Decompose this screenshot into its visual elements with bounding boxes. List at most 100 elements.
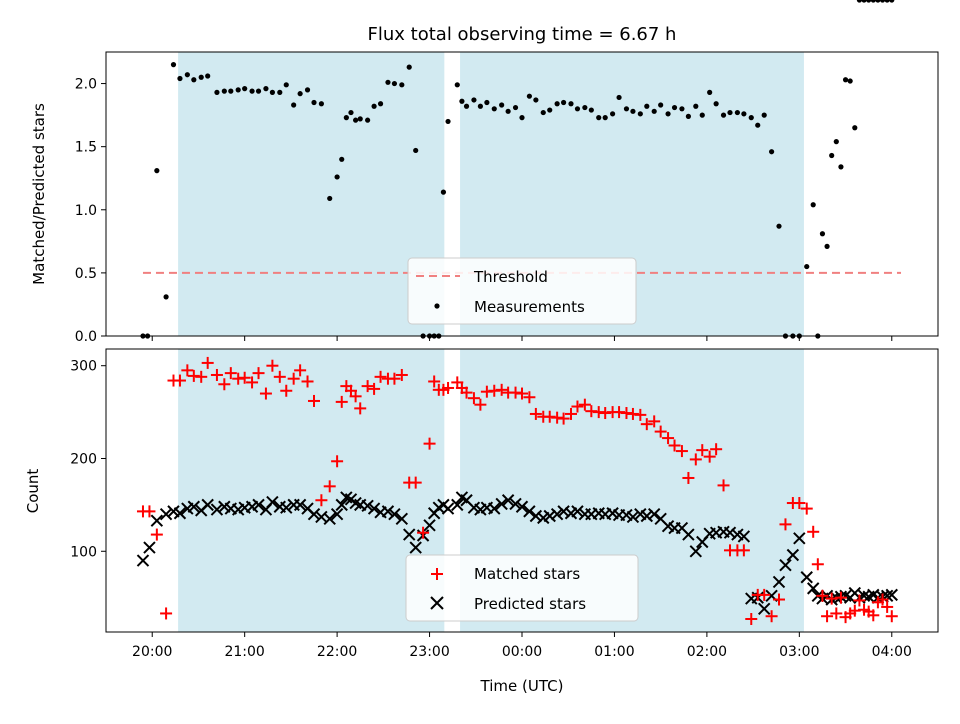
matched-star-point <box>779 518 792 531</box>
predicted-star-point <box>723 526 737 539</box>
measurement-point <box>184 72 190 78</box>
matched-star-point <box>181 364 194 377</box>
measurement-point <box>339 156 345 162</box>
matched-star-point <box>834 591 847 604</box>
matched-star-point <box>703 450 716 463</box>
y-tick-label: 300 <box>70 359 97 375</box>
bottom-y-axis-label: Count <box>24 469 42 514</box>
predicted-star-point <box>335 498 348 512</box>
measurement-point <box>263 86 269 92</box>
matched-star-point <box>876 593 889 606</box>
top-y-axis-ticks: 0.0 0.5 1.0 1.5 2.0 <box>75 77 106 345</box>
measurement-point <box>679 106 685 112</box>
measurement-point <box>291 102 297 108</box>
matched-star-point <box>816 589 829 602</box>
top-axes-frame <box>105 51 939 337</box>
predicted-star-point <box>543 509 556 523</box>
matched-star-point <box>758 588 771 601</box>
measurement-point <box>819 231 826 237</box>
measurement-point <box>755 122 761 128</box>
matched-star-point <box>143 505 156 518</box>
measurement-point <box>741 111 747 117</box>
predicted-star-point <box>307 507 321 521</box>
observing-interval <box>178 52 445 336</box>
observing-intervals-top <box>178 52 804 336</box>
predicted-star-point <box>361 499 374 513</box>
predicted-star-point <box>451 498 464 512</box>
matched-star-point <box>417 526 430 539</box>
matched-star-point <box>640 418 653 431</box>
bottom-axes-frame <box>105 348 939 633</box>
measurement-point <box>804 263 810 270</box>
predicted-star-point <box>550 507 564 521</box>
bottom-x-axis-ticks: 20:00 21:00 22:00 23:00 00:00 01:00 02:00 03:00… <box>132 632 912 660</box>
measurement-point <box>406 64 412 70</box>
predicted-star-point <box>772 575 786 589</box>
measurement-point <box>445 118 451 125</box>
matched-star-point <box>529 407 542 420</box>
measurement-point <box>228 88 234 94</box>
predicted-star-point <box>409 541 422 554</box>
x-tick-label: 02:00 <box>687 644 727 660</box>
predicted-star-point <box>441 502 455 515</box>
measurement-point <box>596 115 602 121</box>
matched-star-point <box>280 384 293 397</box>
predicted-star-point <box>515 500 529 513</box>
measurement-point <box>154 168 160 174</box>
predicted-star-point <box>173 507 187 520</box>
measurement-point <box>810 202 816 208</box>
matched-star-point <box>523 391 536 404</box>
measurement-point <box>776 223 782 229</box>
matched-star-point <box>772 593 785 606</box>
measurement-point <box>609 111 616 117</box>
legend-threshold-label: Threshold <box>473 268 548 286</box>
measurement-point <box>720 112 727 118</box>
matched-star-point <box>308 394 320 407</box>
measurement-point <box>829 152 835 159</box>
chart-title: Flux total observing time = 6.67 h <box>368 24 677 45</box>
measurement-point <box>163 294 169 300</box>
measurement-point <box>377 101 384 107</box>
y-tick-label: 2.0 <box>75 77 97 93</box>
measurement-point <box>214 89 220 95</box>
predicted-star-point <box>557 505 570 518</box>
predicted-star-point <box>779 558 792 572</box>
measurement-point <box>884 0 890 3</box>
predicted-star-point <box>388 507 401 521</box>
matched-star-point <box>266 359 279 372</box>
measurement-point <box>852 125 858 131</box>
measurement-point <box>727 109 733 116</box>
matched-star-point <box>259 387 272 400</box>
predicted-star-point <box>381 505 395 518</box>
matched-star-point <box>885 610 898 623</box>
predicted-star-point <box>293 498 307 512</box>
matched-star-point <box>201 356 214 369</box>
y-tick-label: 200 <box>70 451 97 467</box>
matched-star-point <box>867 609 880 622</box>
measurement-point <box>304 87 311 93</box>
measurement-point <box>297 91 303 97</box>
matched-star-point <box>301 375 314 388</box>
measurement-point <box>658 102 664 108</box>
measurement-point <box>693 103 699 109</box>
measurement-point <box>283 82 289 88</box>
matched-star-point <box>368 382 381 395</box>
predicted-star-point <box>201 498 214 512</box>
matched-star-point <box>361 380 374 393</box>
predicted-star-point <box>689 545 703 558</box>
measurement-point <box>761 112 767 118</box>
measurement-point <box>870 0 876 3</box>
predicted-star-point <box>495 497 508 511</box>
top-x-axis-ticks <box>151 336 893 341</box>
measurement-point <box>491 106 497 112</box>
matched-star-point <box>442 381 455 394</box>
matched-star-point <box>335 395 348 408</box>
measurement-point <box>847 78 853 84</box>
measurement-point <box>353 117 359 123</box>
measurement-point <box>327 195 333 202</box>
predicted-star-point <box>501 494 515 507</box>
predicted-star-point <box>737 530 751 543</box>
measurement-point <box>582 104 588 111</box>
matched-star-point <box>294 364 307 377</box>
matched-star-point <box>717 479 730 492</box>
